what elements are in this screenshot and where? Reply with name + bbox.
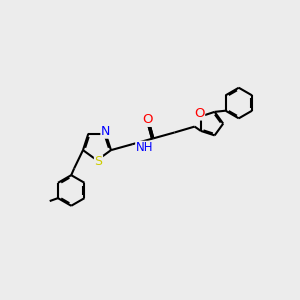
Text: S: S [94,155,103,168]
Text: O: O [142,113,153,126]
Text: NH: NH [136,141,153,154]
Text: O: O [194,107,205,120]
Text: N: N [101,125,110,138]
